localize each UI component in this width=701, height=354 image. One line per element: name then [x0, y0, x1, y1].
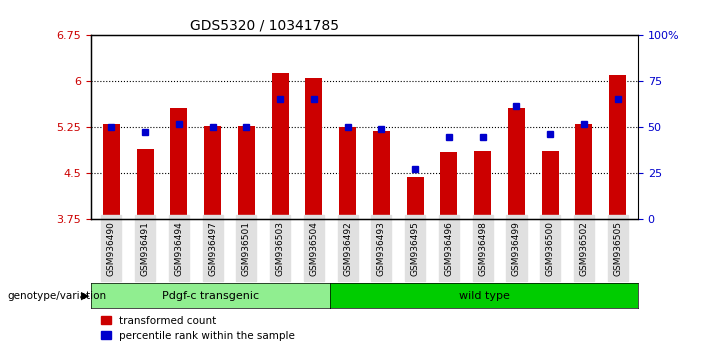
Bar: [238, 126, 255, 219]
Bar: [170, 108, 187, 219]
Bar: [576, 124, 592, 219]
Bar: [440, 152, 457, 219]
Bar: [137, 149, 154, 219]
Bar: [103, 124, 120, 219]
Bar: [508, 108, 525, 219]
Text: Pdgf-c transgenic: Pdgf-c transgenic: [162, 291, 259, 301]
Text: wild type: wild type: [458, 291, 510, 301]
Bar: [474, 151, 491, 219]
Bar: [339, 127, 356, 219]
Legend: transformed count, percentile rank within the sample: transformed count, percentile rank withi…: [96, 312, 299, 345]
Bar: [306, 78, 322, 219]
Bar: [542, 151, 559, 219]
Bar: [407, 177, 423, 219]
Text: genotype/variation: genotype/variation: [7, 291, 106, 301]
Bar: [204, 126, 221, 219]
Text: GDS5320 / 10341785: GDS5320 / 10341785: [189, 19, 339, 33]
Bar: [373, 131, 390, 219]
Text: ▶: ▶: [81, 291, 89, 301]
Bar: [272, 73, 289, 219]
Bar: [609, 75, 626, 219]
